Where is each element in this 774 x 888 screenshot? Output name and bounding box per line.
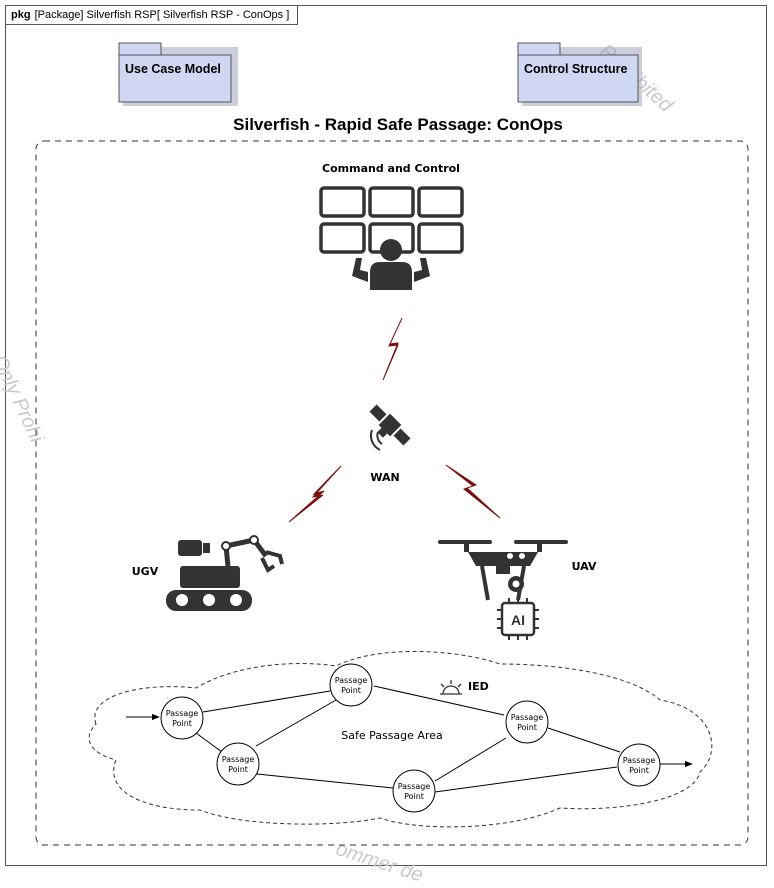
svg-text:Passage: Passage: [511, 713, 544, 722]
passage-point[interactable]: Passage Point: [392, 769, 436, 813]
svg-text:Point: Point: [629, 766, 649, 775]
passage-connectors: [195, 685, 621, 793]
ai-chip-label: AI: [511, 612, 525, 628]
lightning-bolt-icon: [382, 317, 403, 381]
package-use-case-model[interactable]: Use Case Model: [118, 42, 238, 106]
ai-chip-icon: AI: [497, 598, 539, 640]
svg-text:Passage: Passage: [222, 755, 255, 764]
passage-point[interactable]: Passage Point: [160, 696, 204, 740]
ugv-icon: [166, 535, 284, 611]
wan-label: WAN: [370, 471, 399, 484]
uav-label: UAV: [572, 560, 597, 573]
svg-text:Point: Point: [172, 719, 192, 728]
safe-passage-area-label: Safe Passage Area: [341, 729, 443, 742]
package-frame: pkg [Package] Silverfish RSP[ Silverfish …: [5, 5, 767, 866]
svg-text:Passage: Passage: [398, 782, 431, 791]
passage-point[interactable]: Passage Point: [617, 743, 661, 787]
satellite-icon: [369, 404, 411, 451]
package-name: Control Structure: [524, 62, 628, 76]
frame-label: [Package] Silverfish RSP[ Silverfish RSP…: [34, 9, 290, 21]
frame-keyword: pkg: [11, 9, 31, 21]
package-control-structure[interactable]: Control Structure: [517, 42, 642, 106]
passage-point[interactable]: Passage Point: [505, 700, 549, 744]
uav-icon: [438, 540, 568, 601]
diagram-title: Silverfish - Rapid Safe Passage: ConOps: [233, 115, 563, 134]
svg-text:Point: Point: [517, 723, 537, 732]
frame-header: pkg [Package] Silverfish RSP[ Silverfish …: [6, 6, 299, 25]
safe-passage-area-cloud: [88, 651, 713, 828]
operator-icon: [352, 239, 430, 290]
svg-text:Point: Point: [228, 765, 248, 774]
passage-point[interactable]: Passage Point: [329, 663, 373, 707]
lightning-bolt-icon: [445, 464, 501, 519]
svg-text:Passage: Passage: [335, 676, 368, 685]
package-name: Use Case Model: [125, 62, 221, 76]
lightning-bolt-icon: [288, 465, 342, 523]
svg-text:Passage: Passage: [166, 709, 199, 718]
command-and-control-icon: [319, 186, 464, 254]
svg-text:Passage: Passage: [623, 756, 656, 765]
ied-label: IED: [468, 680, 489, 693]
command-and-control-label: Command and Control: [322, 162, 460, 175]
ied-icon: [440, 680, 462, 695]
passage-point[interactable]: Passage Point: [216, 742, 260, 786]
ugv-label: UGV: [132, 565, 159, 578]
svg-text:Point: Point: [404, 792, 424, 801]
svg-text:Point: Point: [341, 686, 361, 695]
